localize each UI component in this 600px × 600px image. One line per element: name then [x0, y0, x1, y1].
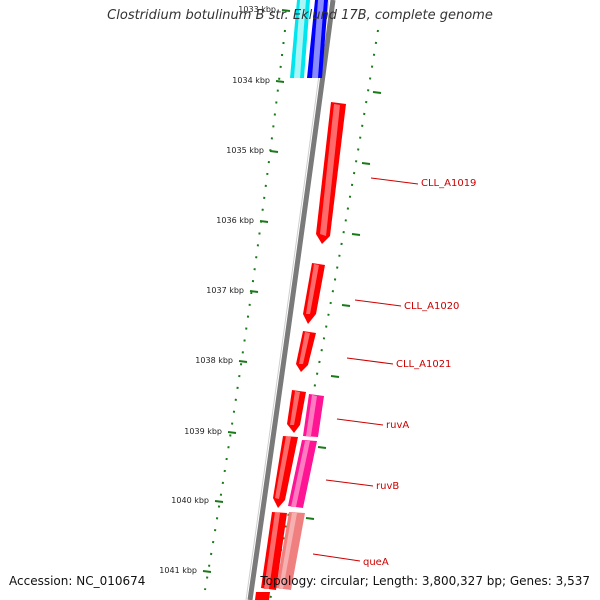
gene-leader-line [354, 299, 402, 307]
accession-value: NC_010674 [76, 574, 146, 588]
tick-mark [259, 220, 269, 223]
tick-label: 1034 kbp [232, 76, 270, 85]
tick-mark [227, 431, 237, 434]
gene-arrow-inner-3-shine [264, 512, 280, 589]
tick-label: 1038 kbp [195, 356, 233, 365]
gene-leader-line [370, 177, 419, 185]
gene-arrow-inner-4 [255, 592, 270, 600]
outer-tick-mark [330, 375, 340, 378]
tick-mark [214, 500, 224, 503]
outer-tick-mark [372, 91, 382, 94]
gene-label: queA [363, 557, 389, 568]
tick-label: 1039 kbp [184, 427, 222, 436]
gene-label: CLL_A1020 [404, 301, 459, 312]
gene-leader-line [336, 418, 384, 426]
outer-tick-mark [351, 233, 361, 236]
accession-info: Accession: NC_010674 [9, 574, 145, 588]
outer-tick-mark [361, 162, 371, 165]
gene-arrow-blue-light [312, 0, 324, 78]
gene-leader-line [325, 479, 374, 487]
gene-leader-line [346, 357, 394, 365]
gene-arrow-cll-a1019-shine [320, 104, 340, 236]
outer-tick-mark [305, 517, 315, 520]
tick-label: 1041 kbp [159, 566, 197, 575]
map-title: Clostridium botulinum B str. Eklund 17B,… [107, 8, 493, 23]
gene-label: CLL_A1021 [396, 359, 451, 370]
gene-arrow-inner-2-shine [275, 436, 291, 499]
topology-info: Topology: circular; Length: 3,800,327 bp… [260, 574, 590, 588]
tick-mark [249, 290, 259, 293]
tick-mark [202, 570, 212, 573]
genome-backbone [247, 0, 336, 600]
gene-leader-line [312, 553, 361, 562]
tick-mark [275, 80, 285, 83]
outer-tick-ring [269, 29, 379, 600]
outer-tick-mark [341, 304, 351, 307]
tick-label: 1035 kbp [226, 146, 264, 155]
gene-arrows [255, 0, 346, 600]
gene-arrow-ruvb-shine [291, 441, 310, 507]
gene-labels: CLL_A1019 CLL_A1020 CLL_A1021 ruvA ruvB queA [312, 177, 476, 568]
tick-label: 1036 kbp [216, 216, 254, 225]
gene-arrow-quea-shine [279, 513, 297, 589]
tick-label: 1040 kbp [171, 496, 209, 505]
gene-label: ruvB [376, 481, 399, 492]
tick-mark [238, 360, 248, 363]
outer-tick-mark [317, 446, 327, 449]
gene-arrow-inner-1-shine [290, 391, 300, 425]
tick-mark [269, 150, 279, 153]
tick-label: 1033 kbp [238, 5, 276, 14]
gene-arrow-ruva-shine [306, 395, 317, 436]
tick-marks: 1033 kbp 1034 kbp 1035 kbp 1036 kbp 1037 kbp… [159, 5, 382, 575]
gene-arrow-cll-a1020-shine [306, 264, 319, 314]
gene-label: ruvA [386, 420, 409, 431]
tick-label: 1037 kbp [206, 286, 244, 295]
tick-mark [281, 9, 291, 12]
gene-arrow-cll-a1021-shine [299, 332, 310, 364]
gene-label: CLL_A1019 [421, 178, 476, 189]
inner-tick-ring [204, 29, 286, 591]
gene-arrow-cyan-light [294, 0, 306, 78]
accession-label: Accession: [9, 574, 73, 588]
